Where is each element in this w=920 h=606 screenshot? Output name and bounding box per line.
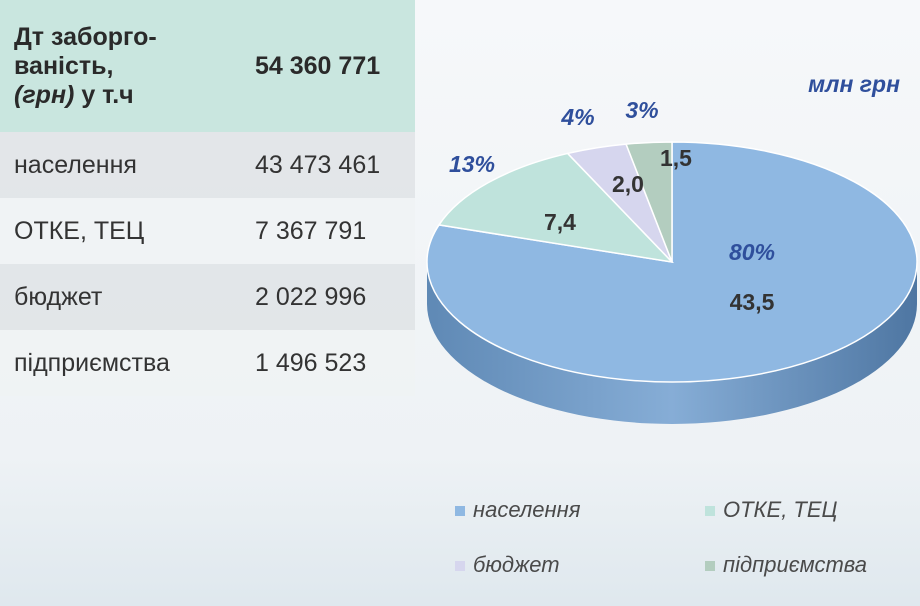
table-row: ОТКЕ, ТЕЦ 7 367 791 — [0, 198, 415, 264]
legend-label: підприємства — [723, 552, 867, 577]
percent-label: 3% — [625, 97, 658, 123]
legend-swatch — [705, 561, 715, 571]
amount-cell: 1 496 523 — [239, 330, 415, 396]
header-line: Дт заборго- — [14, 22, 157, 51]
header-label: Дт заборго-ваність, (грн) у т.ч — [0, 0, 239, 132]
legend-swatch — [455, 561, 465, 571]
header-total: 54 360 771 — [239, 0, 415, 132]
pie-slice — [625, 141, 673, 263]
amount-label: 7,4 — [544, 209, 576, 235]
header-suffix: у т.ч — [81, 80, 134, 109]
legend-swatch — [705, 506, 715, 516]
amount-cell: 2 022 996 — [239, 264, 415, 330]
amount-label: 2,0 — [612, 171, 644, 197]
pie-side — [427, 262, 917, 424]
header-line: ваність, — [14, 51, 114, 80]
amount-label: 43,5 — [730, 289, 775, 315]
legend-label: ОТКЕ, ТЕЦ — [723, 497, 838, 522]
table-row: бюджет 2 022 996 — [0, 264, 415, 330]
category-cell: населення — [0, 132, 239, 198]
category-cell: бюджет — [0, 264, 239, 330]
percent-label: 13% — [449, 151, 495, 177]
debt-table: Дт заборго-ваність, (грн) у т.ч 54 360 77… — [0, 0, 415, 396]
amount-cell: 43 473 461 — [239, 132, 415, 198]
percent-label: 4% — [560, 104, 594, 130]
pie-slice — [437, 152, 675, 264]
category-cell: ОТКЕ, ТЕЦ — [0, 198, 239, 264]
header-unit: (грн) — [14, 80, 75, 109]
legend-label: населення — [473, 497, 581, 522]
header-row: Дт заборго-ваність, (грн) у т.ч 54 360 77… — [0, 0, 415, 132]
unit-label: млн грн — [808, 71, 900, 97]
legend-swatch — [455, 506, 465, 516]
table-row: підприємства 1 496 523 — [0, 330, 415, 396]
legend-label: бюджет — [473, 552, 560, 577]
table-row: населення 43 473 461 — [0, 132, 415, 198]
amount-label: 1,5 — [660, 145, 692, 171]
percent-label: 80% — [729, 239, 775, 265]
amount-cell: 7 367 791 — [239, 198, 415, 264]
pie-slice — [426, 141, 918, 383]
category-cell: підприємства — [0, 330, 239, 396]
